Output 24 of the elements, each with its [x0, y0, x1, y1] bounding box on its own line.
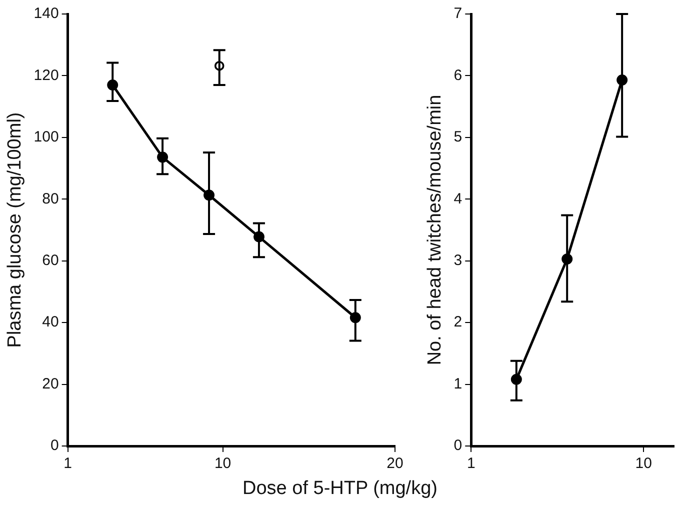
y-tick-label: 4 [454, 190, 462, 208]
y-tick-label: 5 [454, 128, 462, 146]
y-tick-label: 100 [34, 128, 59, 146]
y-tick-label: 0 [454, 437, 462, 454]
x-tick-label: 10 [214, 455, 232, 472]
y-tick-label: 40 [42, 314, 59, 331]
y-tick-label: 3 [454, 252, 462, 269]
y-tick-label: 7 [454, 5, 462, 22]
y-axis-title: Plasma glucose (mg/100ml) [4, 112, 26, 348]
x-tick-label: 1 [64, 455, 72, 472]
y-tick-label: 20 [42, 375, 59, 392]
y-tick-label: 6 [454, 66, 462, 84]
y-tick-label: 0 [50, 437, 59, 454]
x-tick-label: 20 [386, 455, 404, 472]
x-axis-title: Dose of 5-HTP (mg/kg) [242, 478, 438, 500]
y-tick-label: 120 [34, 66, 59, 84]
y-axis-title: No. of head twitches/mouse/min [424, 94, 446, 366]
y-tick-label: 1 [454, 375, 462, 392]
y-tick-label: 2 [454, 314, 462, 331]
y-tick-label: 140 [34, 5, 59, 22]
x-tick-label: 1 [466, 455, 476, 472]
x-tick-label: 10 [635, 455, 652, 472]
y-tick-label: 60 [42, 252, 59, 269]
y-tick-label: 80 [42, 190, 59, 208]
